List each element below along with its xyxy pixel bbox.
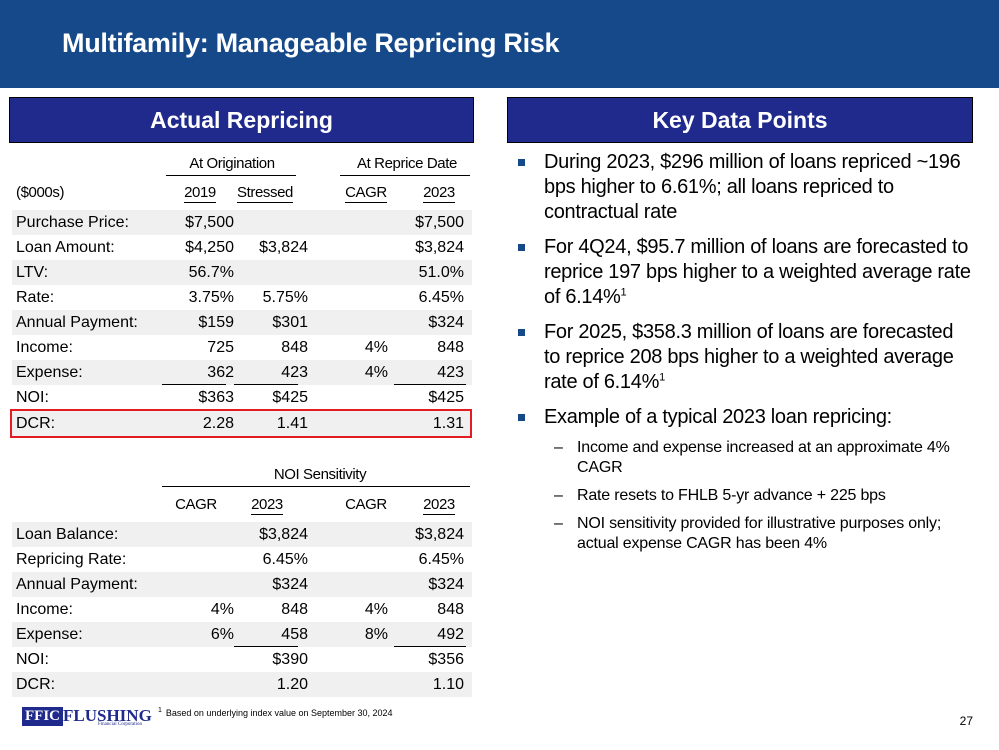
list-item: Example of a typical 2023 loan repricing… xyxy=(512,405,972,430)
col-header-cagr: CAGR xyxy=(345,184,387,203)
key-data-points-header: Key Data Points xyxy=(507,97,973,143)
page-title: Multifamily: Manageable Repricing Risk xyxy=(62,28,560,58)
bullet-square-icon xyxy=(518,329,525,336)
table-row: Income: 4% 848 4% 848 xyxy=(16,601,464,618)
logo-name: FLUSHING xyxy=(63,706,152,725)
sub-list-item: – Income and expense increased at an app… xyxy=(554,439,950,476)
t2-col-header-2023-1: 2023 xyxy=(251,496,283,515)
col-header-2019: 2019 xyxy=(184,184,216,203)
table-row: Repricing Rate: 6.45% 6.45% xyxy=(16,551,464,568)
key-data-points-list: During 2023, $296 million of loans repri… xyxy=(512,150,972,562)
table-row: NOI: $363 $425 $425 xyxy=(16,389,464,406)
dash-icon: – xyxy=(554,439,563,456)
table-row: Annual Payment: $159 $301 $324 xyxy=(12,310,472,335)
table-row: Income: 725 848 4% 848 xyxy=(16,339,464,356)
table-row: Expense: 6% 458 8% 492 xyxy=(12,622,472,647)
group-header-reprice: At Reprice Date xyxy=(357,155,457,172)
dash-icon: – xyxy=(554,515,563,532)
footnote: 1 Based on underlying index value on Sept… xyxy=(158,707,393,718)
col-header-stressed: Stressed xyxy=(237,184,293,203)
bullet-square-icon xyxy=(518,414,525,421)
sub-list-item: – Rate resets to FHLB 5-yr advance + 225… xyxy=(554,487,886,504)
dcr-highlight-box xyxy=(10,409,472,438)
table-row: Loan Balance: $3,824 $3,824 xyxy=(12,522,472,547)
title-bar: Multifamily: Manageable Repricing Risk xyxy=(0,0,999,88)
table-row-dcr: DCR: 2.28 1.41 1.31 xyxy=(12,411,472,436)
expense-underline-3 xyxy=(394,384,466,385)
logo-subtitle: Financial Corporation xyxy=(98,722,143,727)
col-header-2023: 2023 xyxy=(423,184,455,203)
noi-sensitivity-header: NOI Sensitivity xyxy=(273,466,367,483)
unit-label: ($000s) xyxy=(16,184,65,201)
group-header-origination-rule xyxy=(166,175,296,176)
table-row: Loan Amount: $4,250 $3,824 $3,824 xyxy=(16,239,464,256)
t2-expense-underline-2 xyxy=(394,646,466,647)
expense-underline-2 xyxy=(234,384,298,385)
t2-col-header-2023-2: 2023 xyxy=(423,496,455,515)
expense-underline-1 xyxy=(162,384,226,385)
table-row: NOI: $390 $356 xyxy=(16,651,464,668)
group-header-reprice-rule xyxy=(340,175,470,176)
table-row: Expense: 362 423 4% 423 xyxy=(12,360,472,385)
t2-col-header-cagr-2: CAGR xyxy=(345,496,387,513)
t2-col-header-cagr-1: CAGR xyxy=(175,496,217,513)
bullet-square-icon xyxy=(518,159,525,166)
table-row: Annual Payment: $324 $324 xyxy=(12,572,472,597)
list-item: During 2023, $296 million of loans repri… xyxy=(512,150,972,225)
dash-icon: – xyxy=(554,487,563,504)
table-row: Purchase Price: $7,500 $7,500 xyxy=(12,210,472,235)
group-header-origination: At Origination xyxy=(189,155,275,172)
bullet-square-icon xyxy=(518,244,525,251)
logo-mark: FFIC xyxy=(22,707,63,726)
page-number: 27 xyxy=(959,714,973,728)
table-row: Rate: 3.75% 5.75% 6.45% xyxy=(16,289,464,306)
list-item: For 2025, $358.3 million of loans are fo… xyxy=(512,320,972,395)
table-row: DCR: 1.20 1.10 xyxy=(12,672,472,697)
noi-sensitivity-rule xyxy=(162,486,470,487)
list-item: For 4Q24, $95.7 million of loans are for… xyxy=(512,235,972,310)
sub-list-item: – NOI sensitivity provided for illustrat… xyxy=(554,515,942,552)
table-row: LTV: 56.7% 51.0% xyxy=(12,260,472,285)
flushing-logo: FFIC FLUSHING Financial Corporation xyxy=(22,707,152,727)
actual-repricing-header: Actual Repricing xyxy=(9,97,474,143)
t2-expense-underline-1 xyxy=(234,646,298,647)
